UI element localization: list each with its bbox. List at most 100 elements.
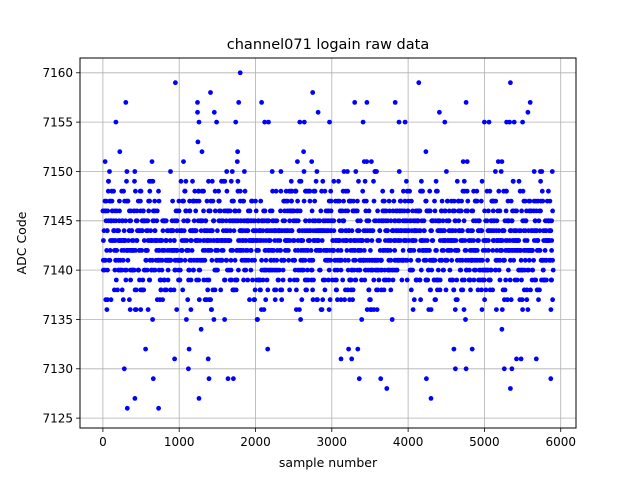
sample-point	[357, 267, 363, 273]
sample-point	[423, 198, 429, 204]
outlier-point	[396, 119, 402, 125]
sample-point	[493, 169, 498, 174]
sample-point	[519, 208, 524, 214]
sample-point	[433, 178, 439, 184]
sample-point	[129, 228, 135, 234]
outlier-point	[352, 100, 358, 105]
sample-point	[291, 238, 297, 243]
sample-point	[310, 287, 315, 293]
sample-point	[392, 248, 398, 253]
sample-point	[310, 297, 316, 303]
sample-point	[450, 277, 456, 283]
sample-point	[478, 198, 484, 204]
sample-point	[119, 287, 125, 293]
sample-point	[411, 297, 417, 303]
sample-point	[209, 178, 215, 184]
sample-point	[107, 257, 113, 263]
sample-point	[124, 178, 129, 184]
sample-point	[488, 267, 494, 273]
sample-point	[424, 238, 430, 243]
sample-point	[281, 257, 287, 263]
sample-point	[196, 297, 202, 303]
sample-point	[427, 188, 433, 194]
sample-point	[465, 208, 470, 214]
sample-point	[408, 257, 414, 263]
sample-point	[145, 307, 151, 312]
sample-point	[182, 257, 188, 263]
sample-point	[304, 287, 309, 293]
sample-point	[336, 178, 341, 184]
sample-point	[447, 267, 453, 273]
x-axis-label: sample number	[279, 455, 378, 470]
sample-point	[305, 267, 310, 273]
sample-point	[229, 277, 234, 283]
sample-point	[253, 198, 258, 204]
sample-point	[212, 208, 218, 214]
sample-point	[418, 267, 424, 273]
sample-point	[222, 277, 228, 283]
sample-point	[145, 248, 150, 253]
sample-point	[215, 228, 220, 234]
sample-point	[531, 169, 537, 174]
sample-point	[241, 198, 247, 204]
sample-point	[301, 149, 306, 155]
sample-point	[191, 218, 197, 224]
sample-point	[486, 208, 491, 214]
outlier-point	[150, 376, 156, 382]
sample-point	[199, 149, 205, 155]
sample-point	[274, 218, 280, 224]
sample-point	[404, 178, 409, 184]
sample-point	[181, 228, 187, 234]
sample-point	[209, 307, 215, 312]
sample-point	[177, 267, 183, 273]
sample-point	[371, 307, 377, 312]
sample-point	[428, 287, 433, 293]
sample-point	[519, 277, 524, 283]
sample-point	[300, 238, 306, 243]
sample-point	[451, 198, 457, 204]
sample-point	[171, 238, 177, 243]
sample-point	[287, 277, 293, 283]
sample-point	[261, 208, 267, 214]
sample-point	[422, 228, 427, 234]
sample-point	[417, 277, 423, 283]
sample-point	[327, 297, 333, 303]
sample-point	[160, 228, 166, 234]
sample-point	[546, 188, 551, 194]
sample-point	[183, 208, 189, 214]
sample-point	[434, 248, 439, 253]
sample-point	[458, 208, 464, 214]
sample-point	[104, 307, 110, 312]
sample-point	[516, 178, 522, 184]
sample-point	[537, 287, 542, 293]
sample-point	[468, 287, 473, 293]
sample-point	[383, 208, 389, 214]
sample-point	[120, 297, 126, 303]
sample-point	[548, 307, 554, 312]
outlier-point	[143, 346, 149, 352]
outlier-point	[511, 119, 517, 125]
sample-point	[247, 297, 252, 303]
sample-point	[150, 317, 156, 322]
sample-point	[348, 277, 354, 283]
sample-point	[181, 159, 186, 165]
sample-point	[460, 228, 465, 234]
outlier-point	[518, 356, 524, 362]
sample-point	[518, 248, 523, 253]
sample-point	[188, 307, 194, 312]
sample-point	[168, 257, 174, 263]
sample-point	[349, 228, 355, 234]
sample-point	[196, 267, 202, 273]
sample-point	[549, 277, 554, 283]
sample-point	[445, 198, 450, 204]
sample-point	[104, 248, 110, 253]
outlier-point	[231, 376, 236, 382]
sample-point	[328, 198, 334, 204]
sample-point	[509, 218, 515, 224]
sample-point	[181, 198, 187, 204]
outlier-point	[196, 396, 202, 401]
sample-point	[371, 198, 377, 204]
sample-point	[178, 257, 184, 263]
sample-point	[301, 198, 307, 204]
sample-point	[170, 228, 176, 234]
